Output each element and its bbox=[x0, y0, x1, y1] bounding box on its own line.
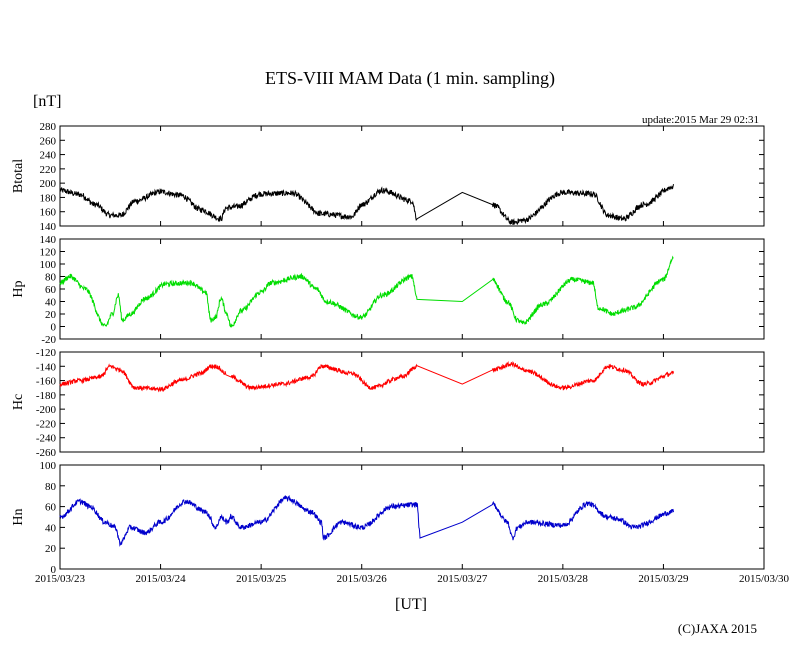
y-tick-label-btotal: 260 bbox=[40, 135, 57, 147]
y-tick-label-btotal: 160 bbox=[40, 207, 57, 219]
y-tick-label-hc: -240 bbox=[36, 433, 57, 445]
y-tick-label-hn: 80 bbox=[45, 481, 57, 493]
y-tick-label-hc: -260 bbox=[36, 447, 57, 459]
y-tick-label-hp: -20 bbox=[41, 334, 56, 346]
panel-frame-hp bbox=[59, 238, 765, 340]
y-tick-label-hp: 100 bbox=[40, 259, 57, 271]
panel-ylabel-hp: Hp bbox=[11, 280, 26, 297]
panel-frame-btotal bbox=[59, 125, 765, 227]
y-tick-label-hn: 40 bbox=[45, 522, 57, 534]
x-tick-label: 2015/03/25 bbox=[236, 573, 287, 585]
y-tick-label-btotal: 180 bbox=[40, 192, 57, 204]
y-tick-label-hc: -120 bbox=[36, 347, 57, 359]
copyright-text: (C)JAXA 2015 bbox=[678, 621, 757, 636]
y-tick-label-hn: 20 bbox=[45, 543, 57, 555]
panel-frame-hc bbox=[59, 351, 765, 453]
y-tick-label-hp: 140 bbox=[40, 234, 57, 246]
y-tick-label-hc: -180 bbox=[36, 390, 57, 402]
y-tick-label-btotal: 280 bbox=[40, 121, 57, 133]
y-tick-label-hc: -140 bbox=[36, 361, 57, 373]
series-line-hn bbox=[59, 494, 674, 547]
x-tick-label: 2015/03/28 bbox=[538, 573, 589, 585]
y-tick-label-hp: 0 bbox=[51, 322, 57, 334]
y-tick-label-btotal: 220 bbox=[40, 164, 57, 176]
panel-ylabel-hc: Hc bbox=[11, 394, 26, 410]
update-text: update:2015 Mar 29 02:31 bbox=[642, 114, 759, 126]
y-tick-label-btotal: 200 bbox=[40, 178, 57, 190]
x-tick-label: 2015/03/29 bbox=[638, 573, 689, 585]
y-tick-label-btotal: 140 bbox=[40, 221, 57, 233]
y-tick-label-hn: 60 bbox=[45, 502, 57, 514]
x-tick-label: 2015/03/26 bbox=[337, 573, 388, 585]
x-tick-label: 2015/03/24 bbox=[136, 573, 187, 585]
y-tick-label-hc: -200 bbox=[36, 404, 57, 416]
panel-ylabel-hn: Hn bbox=[11, 508, 26, 525]
y-tick-label-hn: 0 bbox=[51, 564, 57, 576]
series-line-btotal bbox=[59, 183, 674, 225]
y-tick-label-hp: 120 bbox=[40, 247, 57, 259]
y-tick-label-hp: 80 bbox=[45, 272, 57, 284]
chart-title: ETS-VIII MAM Data (1 min. sampling) bbox=[265, 68, 555, 89]
x-axis-label: [UT] bbox=[395, 596, 427, 613]
series-line-hc bbox=[59, 360, 674, 393]
y-tick-label-btotal: 240 bbox=[40, 150, 57, 162]
y-tick-label-hn: 100 bbox=[40, 460, 57, 472]
x-tick-label: 2015/03/30 bbox=[739, 573, 790, 585]
x-tick-label: 2015/03/27 bbox=[437, 573, 488, 585]
x-tick-label: 2015/03/23 bbox=[35, 573, 86, 585]
y-tick-label-hp: 20 bbox=[45, 309, 57, 321]
y-tick-label-hc: -160 bbox=[36, 376, 57, 388]
y-tick-label-hp: 40 bbox=[45, 297, 57, 309]
panel-ylabel-btotal: Btotal bbox=[11, 159, 26, 193]
unit-label: [nT] bbox=[33, 93, 61, 110]
series-line-hp bbox=[59, 255, 674, 328]
y-tick-label-hp: 60 bbox=[45, 284, 57, 296]
y-tick-label-hc: -220 bbox=[36, 418, 57, 430]
